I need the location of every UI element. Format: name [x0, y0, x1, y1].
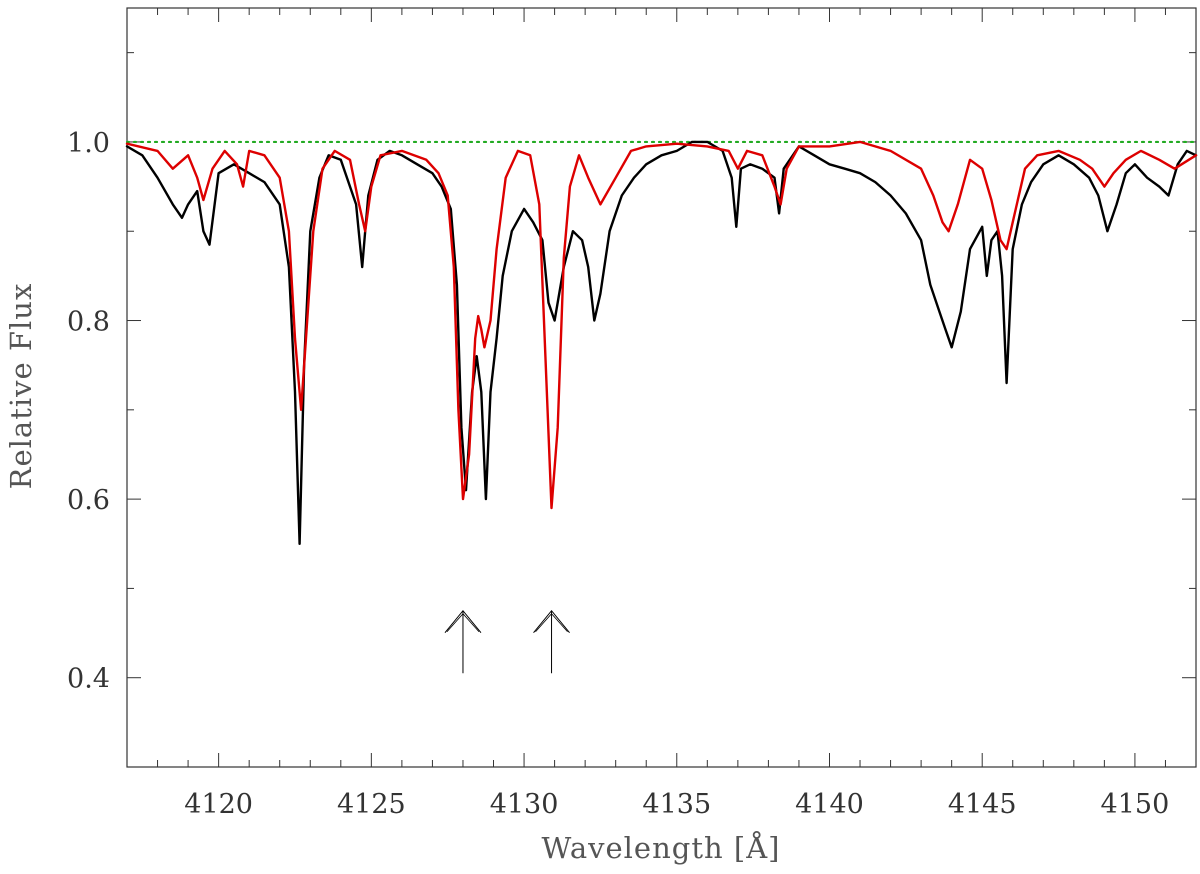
y-tick-label: 0.4 — [67, 664, 110, 695]
spectrum-series-black — [125, 140, 1198, 545]
x-tick-label: 4130 — [490, 789, 559, 820]
x-tick-label: 4135 — [642, 789, 711, 820]
spectrum-series-red — [125, 140, 1198, 510]
plot-border — [126, 7, 1197, 768]
y-axis-title: Relative Flux — [4, 283, 38, 490]
y-tick-label: 1.0 — [67, 128, 110, 159]
line-marker-arrow — [444, 609, 482, 674]
arrow-head — [533, 609, 570, 634]
plot-frame — [126, 7, 1197, 768]
arrow-head — [444, 609, 482, 634]
x-tick-label: 4140 — [795, 789, 864, 820]
x-axis-title: Wavelength [Å] — [542, 830, 781, 865]
series-layer — [125, 140, 1198, 545]
x-tick-label: 4145 — [948, 789, 1017, 820]
y-tick-label: 0.8 — [67, 307, 110, 338]
x-tick-label: 4150 — [1101, 789, 1170, 820]
line-marker-arrow — [533, 609, 570, 674]
x-tick-label: 4120 — [184, 789, 253, 820]
axis-ticks — [126, 8, 1197, 768]
line-marker-arrows — [444, 609, 570, 674]
x-tick-label: 4125 — [337, 789, 406, 820]
axis-tick-labels: 4120 4125 4130 4135 4140 4145 4150 0.4 0.6 0.8 1.0 — [67, 128, 1169, 820]
y-tick-label: 0.6 — [67, 485, 110, 516]
arrow-head-inner — [446, 613, 480, 633]
arrow-head-inner — [535, 613, 568, 633]
